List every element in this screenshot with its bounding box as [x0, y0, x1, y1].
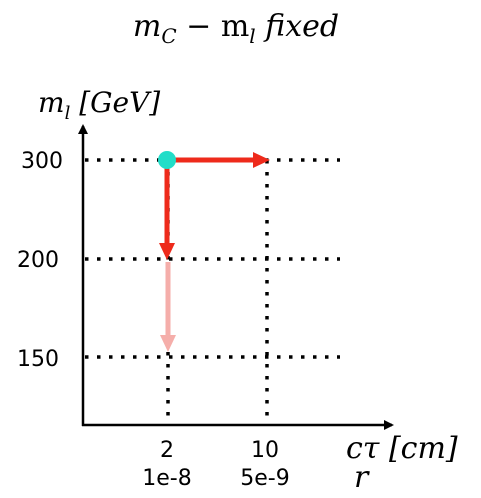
- x-tick-r-1e-8: 1e-8: [142, 466, 191, 491]
- arrow-down-head: [159, 243, 175, 260]
- title-sub-c: C: [161, 24, 176, 48]
- title-m: m: [133, 9, 161, 44]
- x-tick-10: 10: [251, 438, 279, 463]
- arrow-faded-down-head: [160, 335, 176, 352]
- diagram-title: mC − ml fixed: [133, 9, 339, 48]
- x-axis-label-r: r: [354, 460, 370, 495]
- arrows: [159, 152, 270, 352]
- x-label-ctau: cτ: [346, 431, 380, 466]
- y-tick-200: 200: [17, 248, 59, 273]
- x-axis-label: cτ [cm]: [346, 431, 458, 466]
- start-marker: [158, 151, 176, 169]
- y-label-sub: l: [65, 103, 71, 124]
- x-tick-2: 2: [160, 438, 174, 463]
- y-label-unit: [GeV]: [70, 86, 160, 119]
- x-label-unit: [cm]: [379, 431, 457, 466]
- title-fixed: fixed: [256, 9, 339, 44]
- x-tick-r-5e-9: 5e-9: [240, 466, 289, 491]
- y-tick-300: 300: [21, 149, 63, 174]
- title-sub-l: l: [249, 24, 255, 48]
- arrow-right-head: [253, 152, 270, 168]
- title-minus: − m: [177, 9, 250, 44]
- y-label-m: m: [38, 86, 65, 119]
- y-axis-label: ml [GeV]: [38, 86, 160, 124]
- grid: [85, 158, 340, 425]
- y-tick-150: 150: [17, 347, 59, 372]
